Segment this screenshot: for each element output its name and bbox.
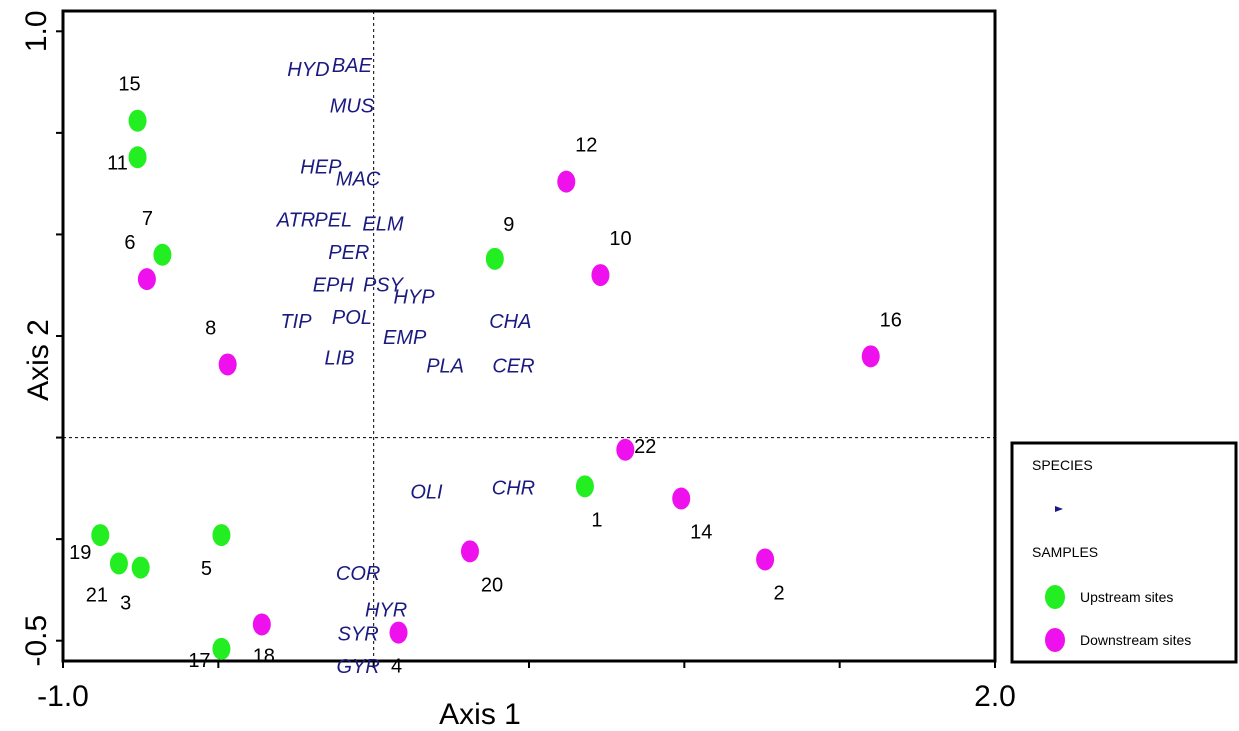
- sample-points-layer: [91, 109, 880, 660]
- downstream-site-point: [672, 487, 691, 510]
- upstream-site-point: [212, 524, 231, 547]
- downstream-site-point: [557, 170, 576, 193]
- site-number-label: 7: [142, 208, 153, 230]
- legend-box: [1010, 441, 1238, 664]
- y-tick-label: -0.5: [20, 615, 53, 667]
- species-marker-icon: [1055, 506, 1063, 512]
- species-label: CER: [492, 356, 534, 378]
- site-number-label: 21: [86, 585, 108, 607]
- upstream-site-point: [128, 109, 147, 132]
- legend: SPECIES SAMPLES Upstream sites Downstrea…: [1010, 441, 1238, 664]
- downstream-site-point: [389, 621, 408, 644]
- species-label: OLI: [410, 482, 443, 504]
- site-number-label: 19: [69, 542, 91, 564]
- species-label: TIP: [280, 311, 312, 333]
- site-number-label: 15: [118, 74, 140, 96]
- site-number-label: 4: [391, 656, 402, 678]
- downstream-site-point: [218, 353, 237, 376]
- species-label: SYR: [338, 624, 379, 646]
- species-label: PLA: [426, 356, 464, 378]
- upstream-site-point: [131, 556, 150, 579]
- upstream-site-point: [109, 552, 128, 575]
- axis-ticks: -1.0 2.0 1.0 -0.5: [20, 10, 1016, 713]
- species-label: LIB: [324, 347, 354, 369]
- species-label: BAE: [332, 55, 373, 77]
- species-label: HYP: [393, 287, 435, 309]
- species-label: ATR: [276, 209, 316, 231]
- site-number-label: 9: [503, 214, 514, 236]
- legend-species-heading: SPECIES: [1032, 457, 1093, 473]
- legend-upstream-marker: [1045, 585, 1065, 609]
- y-tick-label: 1.0: [20, 10, 53, 52]
- upstream-site-point: [485, 247, 504, 270]
- site-number-label: 1: [591, 509, 602, 531]
- species-label: ELM: [362, 213, 403, 235]
- downstream-site-point: [756, 548, 775, 571]
- downstream-site-point: [252, 613, 271, 636]
- species-label: HEP: [300, 157, 342, 179]
- species-label: PSY: [363, 274, 405, 296]
- downstream-site-point: [591, 264, 610, 287]
- site-number-label: 3: [120, 593, 131, 615]
- x-tick-label: 2.0: [974, 680, 1016, 713]
- site-number-label: 17: [188, 650, 210, 672]
- site-number-label: 5: [201, 558, 212, 580]
- legend-upstream-label: Upstream sites: [1080, 589, 1173, 605]
- species-label: POL: [332, 307, 372, 329]
- species-label: COR: [336, 563, 380, 585]
- point-labels-layer: 15 11 7 9 1 19 21 3 5 17 6 8 12 10 16 22 14 2 20 18 4: [69, 74, 902, 678]
- x-axis-title: Axis 1: [439, 698, 521, 731]
- species-label: HYR: [365, 599, 407, 621]
- upstream-site-point: [575, 475, 594, 498]
- site-number-label: 20: [481, 574, 503, 596]
- legend-downstream-label: Downstream sites: [1080, 632, 1191, 648]
- upstream-site-point: [91, 524, 110, 547]
- species-label: EMP: [383, 327, 427, 349]
- site-number-label: 22: [634, 436, 656, 458]
- downstream-site-point: [861, 345, 880, 368]
- downstream-site-point: [137, 268, 156, 291]
- site-number-label: 6: [124, 232, 135, 254]
- species-label: MAC: [336, 169, 381, 191]
- species-label: CHA: [489, 311, 531, 333]
- legend-samples-heading: SAMPLES: [1032, 544, 1098, 560]
- downstream-site-point: [460, 540, 479, 563]
- species-label: MUS: [330, 96, 375, 118]
- legend-downstream-marker: [1045, 628, 1065, 652]
- species-label: PEL: [314, 209, 352, 231]
- upstream-site-point: [153, 243, 172, 266]
- upstream-site-point: [128, 146, 147, 169]
- species-label: EPH: [313, 274, 355, 296]
- x-tick-label: -1.0: [37, 680, 89, 713]
- site-number-label: 18: [253, 645, 275, 667]
- species-label: HYD: [287, 59, 329, 81]
- site-number-label: 10: [609, 228, 631, 250]
- species-label: GYR: [336, 656, 379, 678]
- downstream-site-point: [616, 438, 635, 461]
- site-number-label: 14: [690, 522, 712, 544]
- site-number-label: 11: [107, 152, 128, 174]
- site-number-label: 12: [575, 135, 597, 157]
- site-number-label: 8: [205, 317, 216, 339]
- site-number-label: 2: [774, 582, 785, 604]
- species-label: CHR: [492, 477, 535, 499]
- site-number-label: 16: [880, 309, 902, 331]
- y-axis-title: Axis 2: [22, 319, 55, 401]
- species-label: PER: [328, 242, 369, 264]
- upstream-site-point: [212, 637, 231, 660]
